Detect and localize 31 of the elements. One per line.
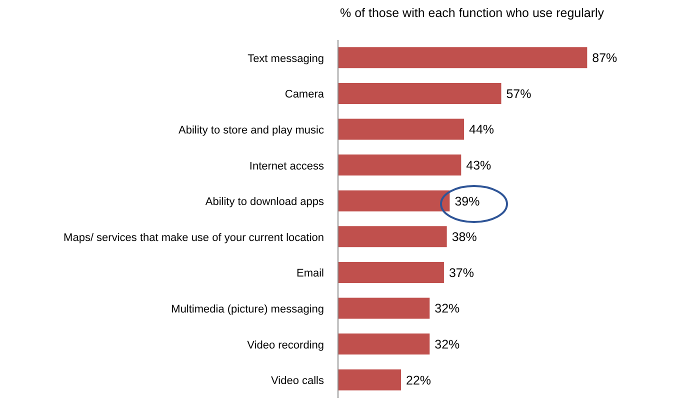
y-tick-label: Internet access xyxy=(249,160,324,172)
data-label: 37% xyxy=(448,266,474,280)
data-label: 57% xyxy=(506,86,532,101)
y-tick-label: Text messaging xyxy=(248,52,324,65)
y-tick-label: Camera xyxy=(284,88,325,101)
y-tick-label: Ability to download apps xyxy=(205,196,324,208)
y-tick-label: Maps/ services that make use of your current location xyxy=(64,232,324,244)
data-label: 22% xyxy=(406,373,432,388)
data-label: 39% xyxy=(454,194,480,208)
data-label: 43% xyxy=(466,158,492,172)
y-tick-label: Video recording xyxy=(247,339,324,352)
data-label: 87% xyxy=(592,51,618,66)
y-tick-label: Email xyxy=(296,268,324,280)
y-tick-label: Multimedia (picture) messaging xyxy=(171,304,324,316)
bar xyxy=(338,262,444,283)
bar xyxy=(338,334,430,355)
y-tick-label: Video calls xyxy=(271,375,324,388)
data-label: 32% xyxy=(434,302,460,316)
bar xyxy=(338,118,464,140)
bar xyxy=(338,47,588,68)
data-label: 32% xyxy=(434,337,460,352)
chart-title: % of those with each function who use regularly xyxy=(340,6,606,20)
bar xyxy=(338,154,462,176)
bar xyxy=(338,226,447,248)
bar xyxy=(338,369,402,390)
data-label: 38% xyxy=(452,230,477,244)
bar xyxy=(338,298,430,319)
bar xyxy=(338,190,450,212)
bar xyxy=(338,82,502,104)
y-tick-label: Ability to store and play music xyxy=(178,124,324,136)
data-label: 44% xyxy=(469,122,494,137)
